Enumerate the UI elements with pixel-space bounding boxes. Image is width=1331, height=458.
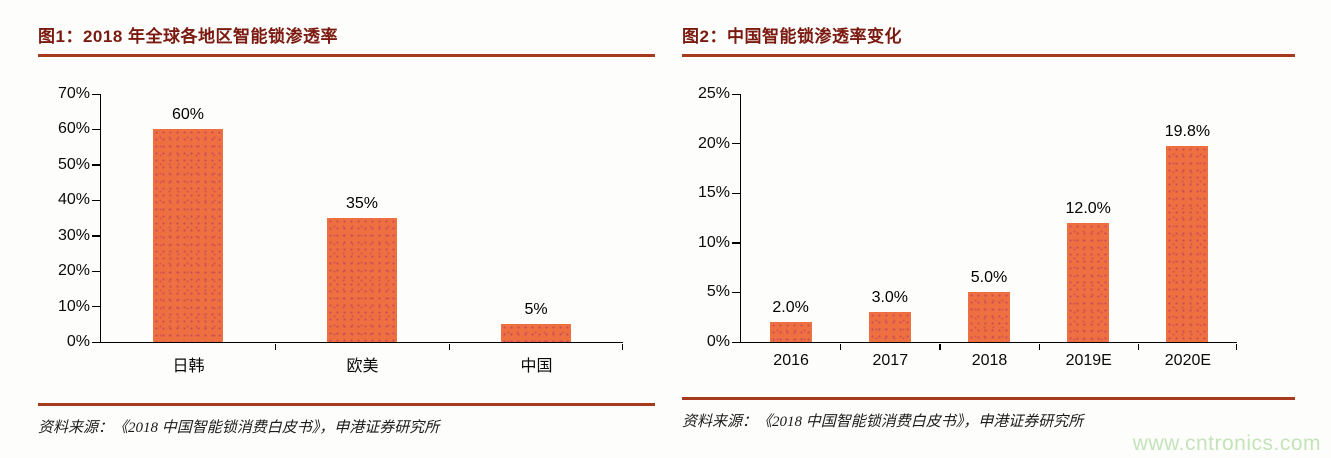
y-axis-tick-label: 5%	[706, 283, 730, 301]
chart-body: 0% 10% 20% 30% 40% 50% 60% 70% 60% 35% 5% 日韩 欧美 中国	[38, 85, 624, 376]
y-axis-tick	[92, 199, 100, 202]
y-axis-tick-label: 60%	[57, 120, 90, 138]
bar-2018	[968, 292, 1010, 342]
x-axis-category-label: 日韩	[172, 358, 205, 375]
bar-中国	[501, 324, 571, 342]
bar-slot: 5%	[449, 94, 623, 342]
bar-value-label: 5.0%	[970, 269, 1008, 287]
bar-slots: 2.0% 3.0% 5.0% 12.0% 19.8%	[741, 94, 1237, 342]
bar-2016	[769, 322, 812, 342]
y-axis-tick-label: 0%	[66, 333, 90, 350]
chart-inner: 0% 5% 10% 15% 20% 25% 2.0% 3.0% 5.0% 12.0% 19.8%	[682, 85, 1238, 350]
x-axis-category-label: 欧美	[346, 358, 379, 375]
y-axis-tick-label: 50%	[57, 155, 90, 173]
bar-slot: 3.0%	[840, 94, 939, 342]
plot-area: 60% 35% 5%	[92, 93, 623, 350]
y-axis-tick-label: 40%	[57, 191, 90, 209]
x-axis-tick	[1038, 343, 1040, 350]
y-axis-labels: 0% 10% 20% 30% 40% 50% 60% 70%	[38, 85, 100, 350]
x-axis-tick	[621, 343, 623, 350]
x-axis-tick	[1137, 343, 1140, 350]
figure1-title: 图1：2018 年全球各地区智能锁渗透率	[38, 27, 338, 46]
bar-slot: 19.8%	[1138, 94, 1237, 342]
chart-inner: 0% 10% 20% 30% 40% 50% 60% 70% 60% 35% 5%	[38, 85, 624, 350]
figure2-bottom-rule	[682, 397, 1295, 400]
y-axis-tick	[732, 143, 740, 145]
y-axis-tick-label: 25%	[697, 85, 730, 102]
plot-area: 2.0% 3.0% 5.0% 12.0% 19.8%	[732, 93, 1237, 350]
bar-value-label: 60%	[171, 106, 205, 124]
figure2-title-rule	[682, 54, 1295, 57]
x-axis-category-label: 2017	[872, 352, 909, 369]
bar-日韩	[153, 129, 223, 342]
y-axis-tick-label: 30%	[57, 226, 90, 244]
bar-value-label: 2.0%	[772, 299, 809, 317]
y-axis-tick-label: 0%	[706, 333, 730, 350]
x-axis-category-label: 2019E	[1065, 352, 1112, 369]
chart-body: 0% 5% 10% 15% 20% 25% 2.0% 3.0% 5.0% 12.0% 19.8% 20…	[682, 85, 1238, 370]
figure1-bar-chart: 0% 10% 20% 30% 40% 50% 60% 70% 60% 35% 5% 日韩 欧美 中国	[38, 85, 655, 376]
bar-value-label: 35%	[345, 195, 379, 212]
bar-value-label: 3.0%	[871, 289, 909, 307]
watermark-text: www.cntronics.com	[1132, 432, 1321, 455]
y-axis-tick-label: 10%	[697, 233, 730, 251]
figure2-source-note: 资料来源：《2018 中国智能锁消费白皮书》，申港证券研究所	[682, 414, 1084, 430]
y-axis-tick-label: 20%	[57, 262, 90, 280]
bar-2017	[868, 312, 911, 342]
x-axis-labels: 日韩 欧美 中国	[102, 352, 624, 376]
y-axis-tick	[732, 93, 740, 95]
x-axis-tick	[449, 343, 451, 350]
y-axis-tick	[92, 93, 100, 95]
bar-slots: 60% 35% 5%	[101, 94, 623, 342]
y-axis-tick	[732, 291, 740, 294]
figure1-title-rule	[38, 54, 655, 57]
bar-value-label: 5%	[524, 301, 548, 319]
figure1-source-note: 资料来源：《2018 中国智能锁消费白皮书》，申港证券研究所	[38, 420, 440, 436]
bar-2020E	[1166, 145, 1209, 342]
y-axis-labels: 0% 5% 10% 15% 20% 25%	[682, 85, 740, 350]
figure2-panel: 图2：中国智能锁渗透率变化 0% 5% 10% 15% 20% 25% 2.0% 3.0% 5.…	[682, 0, 1295, 431]
bar-slot: 12.0%	[1039, 94, 1138, 342]
figure1-panel: 图1：2018 年全球各地区智能锁渗透率 0% 10% 20% 30% 40% 50% 60…	[38, 0, 655, 437]
figure2-bar-chart: 0% 5% 10% 15% 20% 25% 2.0% 3.0% 5.0% 12.0% 19.8% 20…	[682, 85, 1295, 370]
y-axis-tick	[92, 164, 100, 166]
bar-slot: 60%	[101, 94, 275, 342]
y-axis-tick	[92, 341, 100, 343]
x-axis-category-label: 2018	[971, 352, 1008, 369]
bar-欧美	[327, 218, 397, 342]
x-axis-tick	[275, 343, 277, 350]
y-axis-tick	[92, 306, 100, 308]
bar-value-label: 19.8%	[1164, 122, 1211, 140]
bar-slot: 2.0%	[741, 94, 840, 342]
y-axis-tick	[92, 270, 100, 272]
x-axis-category-label: 2020E	[1164, 352, 1212, 369]
x-axis-category-label: 2016	[773, 352, 809, 369]
x-axis-tick	[939, 343, 941, 350]
y-axis-tick	[92, 235, 100, 237]
bar-value-label: 12.0%	[1065, 200, 1111, 217]
y-axis-tick	[732, 341, 740, 343]
x-axis-labels: 2016 2017 2018 2019E 2020E	[742, 352, 1238, 370]
bar-2019E	[1067, 223, 1110, 342]
y-axis-tick-label: 70%	[57, 85, 90, 102]
bar-slot: 35%	[275, 94, 449, 342]
figure1-bottom-rule	[38, 403, 655, 406]
y-axis-tick-label: 10%	[57, 297, 90, 315]
bar-slot: 5.0%	[939, 94, 1038, 342]
y-axis-tick	[732, 242, 740, 244]
x-axis-tick	[840, 343, 842, 350]
x-axis-category-label: 中国	[520, 358, 553, 375]
figure2-title: 图2：中国智能锁渗透率变化	[682, 27, 902, 46]
y-axis-tick-label: 15%	[697, 184, 730, 202]
y-axis-tick	[92, 128, 100, 131]
y-axis-tick	[732, 192, 740, 194]
y-axis-tick-label: 20%	[697, 134, 730, 152]
x-axis-tick	[1235, 343, 1237, 350]
